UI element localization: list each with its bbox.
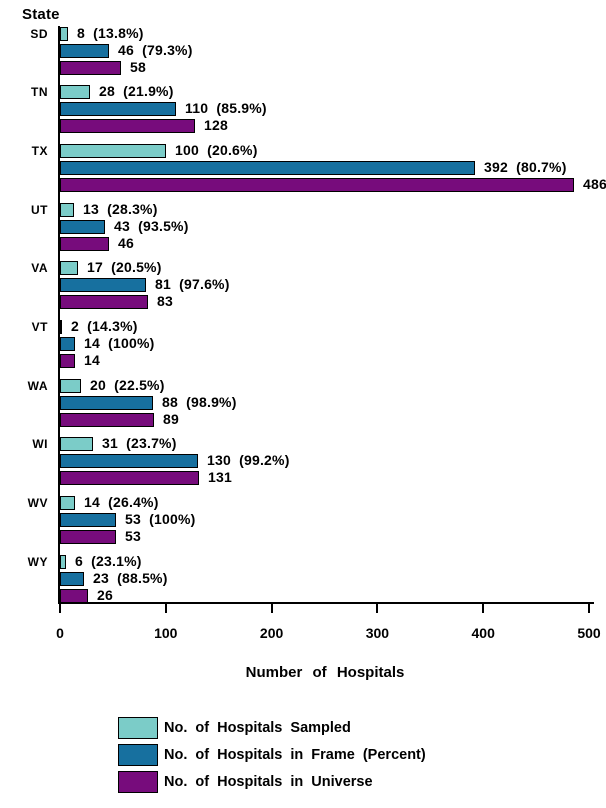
bar-value-label-sampled-WA: 20 (22.5%) xyxy=(90,376,165,393)
legend-swatch-sampled xyxy=(118,717,158,739)
x-tick-label-500: 500 xyxy=(577,625,601,641)
bar-frame-SD xyxy=(60,43,109,58)
bar-value-label-sampled-SD: 8 (13.8%) xyxy=(77,24,144,41)
bar-frame-WY xyxy=(60,571,84,586)
y-tick-label-WA: WA xyxy=(27,378,48,393)
bar-value-label-sampled-UT: 13 (28.3%) xyxy=(83,200,158,217)
bar-value-label-frame-TX: 392 (80.7%) xyxy=(484,158,567,175)
bar-sampled-WI xyxy=(60,437,93,452)
bar-sampled-WV xyxy=(60,496,75,511)
bar-value-label-frame-UT: 43 (93.5%) xyxy=(114,217,189,234)
bar-value-label-sampled-VA: 17 (20.5%) xyxy=(87,259,162,276)
bar-value-label-universe-VT: 14 xyxy=(84,352,100,368)
bar-value-label-frame-TN: 110 (85.9%) xyxy=(185,100,267,117)
y-tick-label-TN: TN xyxy=(31,85,48,100)
bar-value-label-frame-WA: 88 (98.9%) xyxy=(162,393,237,410)
bar-value-label-universe-WY: 26 xyxy=(97,586,113,603)
bar-frame-WV xyxy=(60,513,116,528)
y-tick-label-VA: VA xyxy=(31,261,48,276)
bar-value-label-sampled-WY: 6 (23.1%) xyxy=(75,552,142,569)
y-tick-label-VT: VT xyxy=(31,320,48,334)
y-tick-label-TX: TX xyxy=(31,143,48,158)
legend-label-sampled: No. of Hospitals Sampled xyxy=(164,720,351,736)
bar-frame-VT xyxy=(60,337,75,351)
bar-value-label-frame-SD: 46 (79.3%) xyxy=(118,41,193,58)
y-tick-label-WY: WY xyxy=(27,554,48,569)
bar-universe-WV xyxy=(60,530,116,545)
bar-frame-UT xyxy=(60,219,105,234)
bar-sampled-WY xyxy=(60,554,66,569)
bar-universe-TN xyxy=(60,119,195,134)
bar-value-label-sampled-TX: 100 (20.6%) xyxy=(175,141,258,158)
bar-frame-TN xyxy=(60,102,176,117)
bar-frame-VA xyxy=(60,278,146,293)
bar-universe-VT xyxy=(60,354,75,368)
bar-value-label-frame-VA: 81 (97.6%) xyxy=(155,276,230,293)
bar-value-label-universe-WI: 131 xyxy=(208,469,232,486)
y-tick-label-WV: WV xyxy=(27,496,48,511)
bar-value-label-frame-WY: 23 (88.5%) xyxy=(93,569,168,586)
x-tick-label-300: 300 xyxy=(365,625,390,641)
x-axis-title: Number of Hospitals xyxy=(245,664,405,681)
bar-value-label-universe-TX: 486 xyxy=(583,175,606,192)
bar-sampled-UT xyxy=(60,202,74,217)
x-tick-500 xyxy=(588,604,590,613)
bar-value-label-sampled-VT: 2 (14.3%) xyxy=(71,318,138,334)
bar-sampled-WA xyxy=(60,378,81,393)
y-tick-label-WI: WI xyxy=(32,437,48,452)
x-tick-0 xyxy=(59,604,61,613)
bar-sampled-VA xyxy=(60,261,78,276)
bar-universe-UT xyxy=(60,236,109,251)
bar-sampled-TX xyxy=(60,143,166,158)
bar-value-label-sampled-WI: 31 (23.7%) xyxy=(102,435,177,452)
bar-value-label-universe-WA: 89 xyxy=(163,410,179,427)
bar-value-label-sampled-WV: 14 (26.4%) xyxy=(84,494,159,511)
y-axis-line xyxy=(58,26,60,604)
legend-swatch-frame xyxy=(118,744,158,766)
legend-swatch-universe xyxy=(118,771,158,793)
bar-value-label-universe-UT: 46 xyxy=(118,234,134,251)
bar-universe-WI xyxy=(60,471,199,486)
x-tick-label-100: 100 xyxy=(154,625,178,641)
bar-value-label-frame-WV: 53 (100%) xyxy=(125,511,196,528)
bar-frame-TX xyxy=(60,160,475,175)
x-tick-label-0: 0 xyxy=(56,625,64,641)
y-tick-label-UT: UT xyxy=(31,202,48,217)
y-axis-title: State xyxy=(22,6,60,23)
bar-sampled-SD xyxy=(60,26,68,41)
x-tick-300 xyxy=(376,604,379,613)
bar-universe-WY xyxy=(60,588,88,603)
x-tick-200 xyxy=(270,604,273,613)
y-tick-label-SD: SD xyxy=(30,26,48,41)
bar-universe-WA xyxy=(60,412,154,427)
bar-universe-VA xyxy=(60,295,148,310)
bar-value-label-universe-WV: 53 xyxy=(125,528,141,545)
bar-value-label-frame-VT: 14 (100%) xyxy=(84,335,155,351)
bar-frame-WA xyxy=(60,395,153,410)
bar-value-label-sampled-TN: 28 (21.9%) xyxy=(99,83,174,100)
bar-universe-TX xyxy=(60,177,574,192)
bar-value-label-universe-SD: 58 xyxy=(130,58,146,75)
x-tick-label-400: 400 xyxy=(471,625,495,641)
bar-value-label-frame-WI: 130 (99.2%) xyxy=(207,452,290,469)
bar-universe-SD xyxy=(60,60,121,75)
bar-value-label-universe-VA: 83 xyxy=(157,293,173,310)
x-axis-line xyxy=(58,602,594,604)
bar-sampled-VT xyxy=(60,320,62,334)
legend-label-universe: No. of Hospitals in Universe xyxy=(164,774,373,790)
x-tick-100 xyxy=(164,604,167,613)
x-tick-label-200: 200 xyxy=(259,625,284,641)
legend-label-frame: No. of Hospitals in Frame (Percent) xyxy=(164,747,426,763)
bar-sampled-TN xyxy=(60,85,90,100)
bar-value-label-universe-TN: 128 xyxy=(204,117,228,134)
bar-frame-WI xyxy=(60,454,198,469)
x-tick-400 xyxy=(482,604,485,613)
